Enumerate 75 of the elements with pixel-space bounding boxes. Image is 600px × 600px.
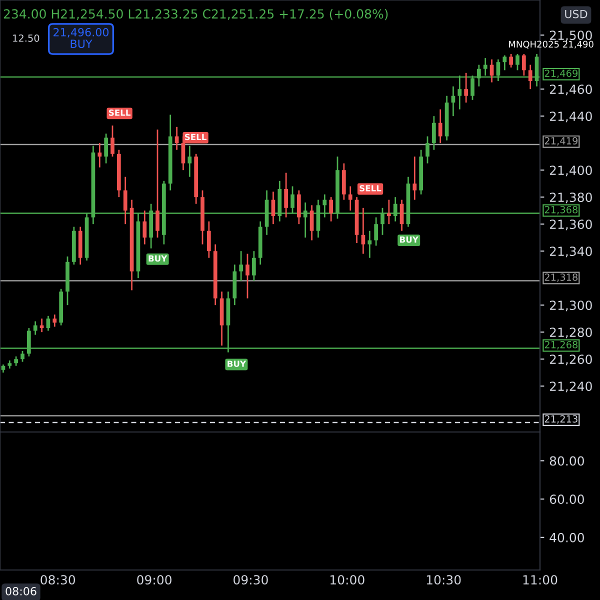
x-tick-label: 11:00 [523,575,558,585]
candlestick [142,210,147,246]
y-tick-label: 21,400 [550,166,592,176]
candlestick [104,132,108,164]
y-tick-label: 80.00 [550,456,584,466]
ref-line-label: 21,469 [544,70,578,78]
text: USD [565,10,588,18]
candlestick [426,136,430,164]
candlestick [20,350,24,362]
y-tick-label: 21,460 [550,84,592,96]
y-tick-label: 21,260 [550,354,592,366]
candlestick [464,72,468,104]
candlestick [509,53,513,68]
x-tick-label: 10:00 [330,575,364,585]
y-tick-label: 21,340 [550,246,592,258]
candlestick [52,314,57,328]
candlestick [502,54,507,71]
annotation: 234.00 H21,254.50 L21,233.25 C21,251.25 +17.25 (+0.08%) [4,8,388,20]
x-tick-label: 09:30 [234,575,268,585]
y-tick-label: 21,380 [550,192,592,204]
x-tick-label: 08:30 [40,575,76,585]
candlestick [432,115,436,151]
candlestick [374,216,378,246]
candlestick [310,204,314,241]
y-tick-label: 21,500 [550,30,592,42]
candlestick [123,176,128,225]
annotation: BUY [148,255,168,262]
annotation: 12.50 [13,34,40,42]
candlestick [156,128,160,238]
annotation: SELL [185,134,206,140]
annotation: SELL [360,185,382,192]
candlestick [361,207,366,254]
candlestick [284,172,288,218]
candlestick [348,186,352,212]
ref-line-label: 21,268 [544,340,578,350]
y-tick-label: 21,440 [550,112,592,122]
candlestick [387,199,391,225]
candlestick [33,320,38,336]
candlestick [110,124,114,158]
ref-line-label: 21,419 [544,137,578,146]
candlestick [46,315,50,332]
annotation: BUY [228,360,246,367]
candlestick [239,250,243,282]
ref-line-label: 21,318 [544,273,578,282]
y-tick-label: 21,280 [550,328,592,338]
candlestick [252,250,256,282]
text: 08:06 [6,587,36,596]
candlestick [246,253,250,300]
y-tick-label: 21,300 [550,300,592,312]
candlestick [98,142,102,168]
candlestick [188,145,192,178]
candlestick [400,199,404,232]
ref-line-label: 21,213 [544,415,578,424]
annotation: MNQH2025 21,490 [509,40,594,49]
y-tick-label: 40.00 [550,532,584,542]
x-tick-label: 10:30 [426,575,461,585]
candlestick [438,108,442,144]
annotation: SELL [109,110,130,116]
candlestick [528,64,532,90]
y-tick-label: 21,360 [550,220,592,230]
ref-line-label: 21,368 [544,206,578,214]
candlestick [329,196,334,222]
y-tick-label: 60.00 [550,494,584,504]
candlestick [14,356,18,367]
candlestick [271,191,276,225]
candlestick [368,230,372,259]
annotation: 21,496.00 BUY [54,28,109,48]
x-tick-label: 09:00 [137,575,172,585]
annotation: BUY [400,236,419,243]
candlestick [412,156,417,200]
candlestick [522,53,526,76]
candlestick [206,220,211,259]
candlestick [516,53,520,71]
candlestick [297,190,301,225]
y-tick-label: 21,240 [550,382,592,392]
